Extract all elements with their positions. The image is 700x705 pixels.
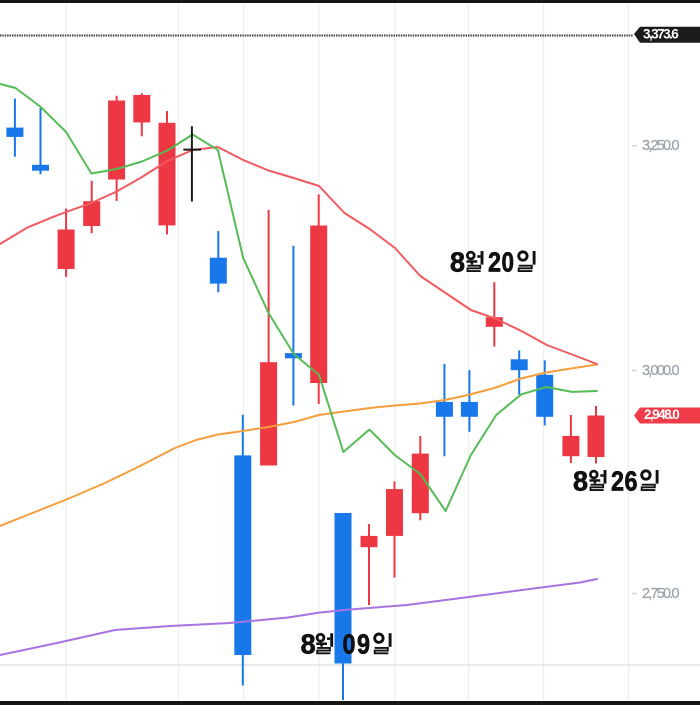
svg-text:0: 0 xyxy=(343,629,356,660)
svg-text:3,373.6: 3,373.6 xyxy=(643,27,679,42)
svg-text:2,948.0: 2,948.0 xyxy=(644,407,679,422)
svg-text:2: 2 xyxy=(611,465,624,496)
svg-text:3,000.0: 3,000.0 xyxy=(642,363,680,379)
svg-text:2: 2 xyxy=(488,246,501,277)
svg-text:8: 8 xyxy=(450,246,465,277)
svg-text:6: 6 xyxy=(625,465,638,496)
svg-text:3,250.0: 3,250.0 xyxy=(642,138,680,154)
svg-text:8: 8 xyxy=(301,629,316,660)
svg-text:9: 9 xyxy=(357,629,370,660)
svg-text:8: 8 xyxy=(573,465,588,496)
svg-text:2,750.0: 2,750.0 xyxy=(642,586,680,602)
svg-text:0: 0 xyxy=(502,246,515,277)
